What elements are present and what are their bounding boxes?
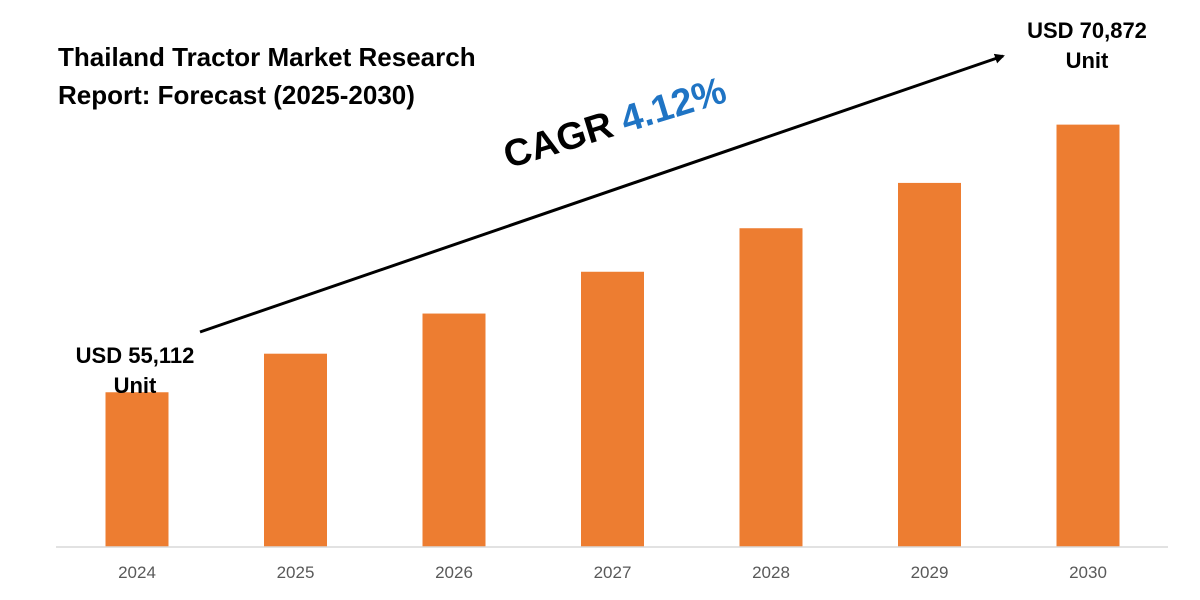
x-tick-label-2026: 2026 <box>435 563 473 582</box>
bar-2028 <box>739 228 803 547</box>
x-tick-label-2024: 2024 <box>118 563 156 582</box>
start-value-label: USD 55,112 Unit <box>50 341 220 401</box>
bar-2030 <box>1056 124 1120 547</box>
x-tick-label-2025: 2025 <box>277 563 315 582</box>
start-value-text: USD 55,112 <box>75 343 195 368</box>
bar-2029 <box>898 182 961 547</box>
x-tick-labels: 2024 2025 2026 2027 2028 2029 2030 <box>118 563 1107 582</box>
x-tick-label-2029: 2029 <box>911 563 949 582</box>
x-tick-label-2028: 2028 <box>752 563 790 582</box>
bar-2026 <box>422 313 486 547</box>
end-value-text: USD 70,872 <box>1027 18 1147 43</box>
bars-group <box>105 124 1120 547</box>
bar-2024 <box>105 392 169 547</box>
bar-2027 <box>581 271 644 547</box>
end-value-label: USD 70,872 Unit <box>1002 16 1172 76</box>
x-tick-label-2027: 2027 <box>594 563 632 582</box>
x-tick-label-2030: 2030 <box>1069 563 1107 582</box>
start-value-unit: Unit <box>113 373 157 398</box>
bar-2025 <box>264 353 327 547</box>
cagr-trend-arrow <box>199 53 1005 334</box>
chart-title: Thailand Tractor Market Research Report:… <box>58 42 476 110</box>
end-value-unit: Unit <box>1065 48 1109 73</box>
